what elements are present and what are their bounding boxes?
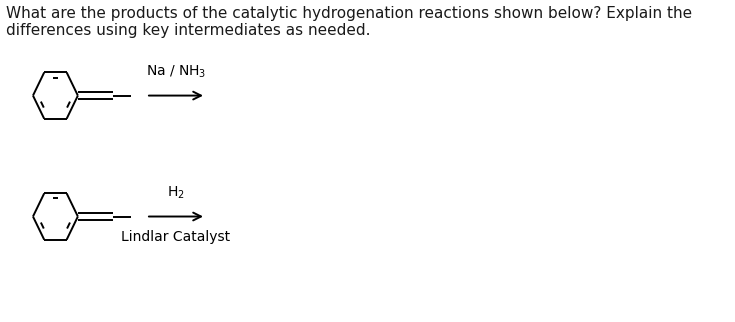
Text: Na / NH$_3$: Na / NH$_3$ [146,63,206,80]
Text: H$_2$: H$_2$ [167,184,185,201]
Text: What are the products of the catalytic hydrogenation reactions shown below? Expl: What are the products of the catalytic h… [7,6,692,21]
Text: Lindlar Catalyst: Lindlar Catalyst [121,231,231,244]
Text: differences using key intermediates as needed.: differences using key intermediates as n… [7,23,371,38]
